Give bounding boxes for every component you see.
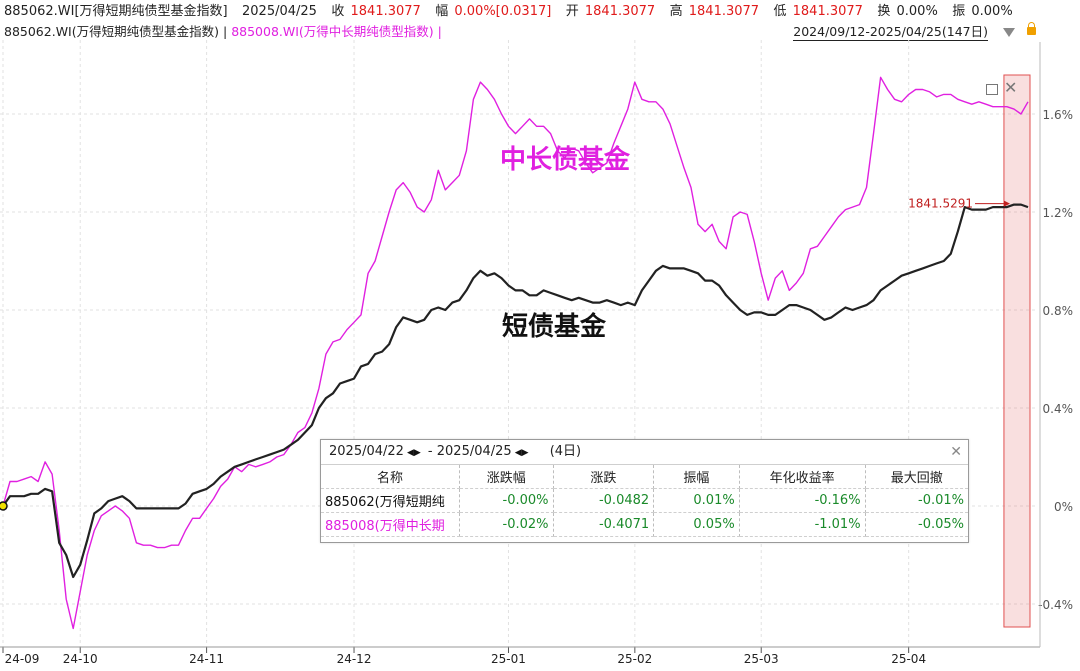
table-cell: 0.05%: [653, 512, 740, 537]
start-date-stepper-icon[interactable]: ◀▶: [406, 448, 421, 458]
interval-stats-panel: 2025/04/22 ◀▶ - 2025/04/25 ◀▶ (4日) ✕ 名称 涨跌…: [320, 439, 969, 543]
legend-separator-2: |: [437, 24, 442, 39]
table-cell-name: 885008(万得中长期: [321, 512, 460, 537]
x-tick-label: 25-04: [891, 652, 926, 666]
column-header: 涨跌: [553, 465, 655, 489]
amplitude-value: 0.00%: [971, 4, 1013, 19]
y-tick-label: -0.4%: [1038, 598, 1073, 612]
low-label: 低: [773, 4, 787, 19]
save-icon[interactable]: [986, 84, 998, 95]
column-header: 名称: [321, 465, 460, 489]
column-header: 涨跌幅: [459, 465, 554, 489]
open-value: 1841.3077: [584, 4, 656, 19]
table-cell: -1.01%: [739, 512, 866, 537]
series-line-midlong: [2, 76, 1029, 630]
column-header: 最大回撤: [865, 465, 968, 489]
table-header-row: 名称 涨跌幅 涨跌 振幅 年化收益率 最大回撤: [321, 465, 968, 489]
table-cell: -0.01%: [865, 488, 968, 513]
interval-dash: -: [427, 444, 433, 459]
y-tick-label: 1.2%: [1043, 206, 1074, 220]
table-cell: -0.02%: [459, 512, 554, 537]
amplitude-label: 振: [952, 4, 966, 19]
x-tick-label: 25-02: [617, 652, 652, 666]
column-header: 振幅: [653, 465, 740, 489]
end-date-stepper-icon[interactable]: ◀▶: [514, 448, 529, 458]
series-start-marker: [0, 501, 8, 511]
interval-start-date[interactable]: 2025/04/22: [329, 444, 404, 459]
x-tick-label: 24-10: [63, 652, 98, 666]
interval-end-date[interactable]: 2025/04/25: [436, 444, 512, 459]
change-label: 幅: [435, 4, 449, 19]
x-tick-label: 24-09: [5, 652, 40, 666]
table-cell: -0.00%: [459, 488, 554, 513]
annotation-midlong-fund: 中长债基金: [500, 145, 631, 175]
table-cell: 0.01%: [653, 488, 740, 513]
lock-icon[interactable]: [1027, 22, 1036, 35]
y-tick-label: 0.8%: [1043, 304, 1074, 318]
table-row[interactable]: 885008(万得中长期 -0.02% -0.4071 0.05% -1.01%…: [321, 512, 968, 537]
series-legend: 885062.WI(万得短期纯债型基金指数) | 885008.WI(万得中长期…: [4, 23, 442, 41]
series-line-short: [2, 203, 1029, 579]
last-value-label: 1841.5291: [908, 197, 973, 211]
low-value: 1841.3077: [792, 4, 863, 19]
y-tick-label: 1.6%: [1043, 108, 1074, 122]
x-tick-label: 24-12: [337, 652, 372, 666]
table-cell: -0.05%: [865, 512, 968, 537]
dropdown-triangle-icon[interactable]: [1003, 28, 1015, 37]
y-tick-label: 0%: [1054, 500, 1073, 514]
x-tick-label: 25-01: [491, 652, 526, 666]
quote-header: 885062.WI[万得短期纯债型基金指数] 2025/04/25 收 1841…: [4, 2, 1015, 22]
annotation-short-fund: 短债基金: [502, 312, 607, 342]
y-tick-label: 0.4%: [1043, 402, 1074, 416]
table-cell: -0.0482: [553, 488, 655, 513]
x-tick-label: 24-11: [189, 652, 224, 666]
legend-series-short[interactable]: 885062.WI(万得短期纯债型基金指数): [4, 24, 219, 39]
legend-series-midlong[interactable]: 885008.WI(万得中长期纯债型指数): [231, 24, 434, 39]
index-code: 885062.WI[万得短期纯债型基金指数]: [4, 4, 228, 19]
turnover-value: 0.00%: [896, 4, 938, 19]
high-label: 高: [669, 4, 683, 19]
close-label: 收: [331, 4, 345, 19]
highlight-interval: [1003, 74, 1031, 628]
quote-date: 2025/04/25: [242, 4, 317, 19]
date-range-selector[interactable]: 2024/09/12-2025/04/25(147日): [793, 24, 988, 41]
turnover-label: 换: [877, 4, 891, 19]
table-cell: -0.4071: [553, 512, 655, 537]
x-tick-label: 25-03: [744, 652, 779, 666]
high-value: 1841.3077: [688, 4, 760, 19]
legend-separator: |: [222, 24, 228, 39]
interval-days: (4日): [549, 444, 582, 459]
column-header: 年化收益率: [739, 465, 866, 489]
close-value: 1841.3077: [350, 4, 421, 19]
table-row[interactable]: 885062(万得短期纯 -0.00% -0.0482 0.01% -0.16%…: [321, 488, 968, 513]
change-value: 0.00%[0.0317]: [454, 4, 552, 19]
open-label: 开: [565, 4, 579, 19]
interval-stats-header: 2025/04/22 ◀▶ - 2025/04/25 ◀▶ (4日) ✕: [321, 440, 968, 465]
table-cell: -0.16%: [739, 488, 866, 513]
close-highlight-icon[interactable]: ✕: [1004, 78, 1018, 97]
panel-close-icon[interactable]: ✕: [950, 444, 962, 460]
table-cell-name: 885062(万得短期纯: [321, 488, 460, 513]
interval-stats-table: 名称 涨跌幅 涨跌 振幅 年化收益率 最大回撤 885062(万得短期纯 -0.…: [321, 465, 968, 537]
last-value-arrowhead: [1004, 200, 1010, 207]
